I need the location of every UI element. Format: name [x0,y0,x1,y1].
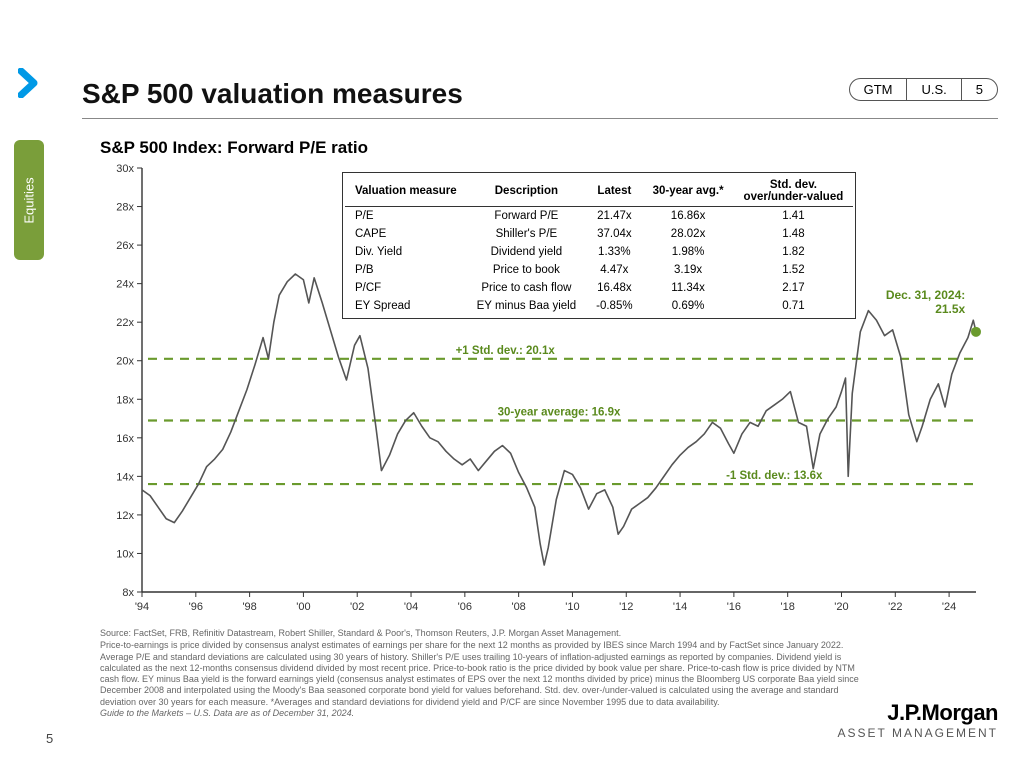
svg-text:26x: 26x [116,240,134,252]
svg-text:'08: '08 [511,601,525,613]
svg-text:+1 Std. dev.: 20.1x: +1 Std. dev.: 20.1x [456,345,556,357]
chart-subtitle: S&P 500 Index: Forward P/E ratio [100,138,368,158]
svg-text:28x: 28x [116,202,134,214]
svg-text:20x: 20x [116,356,134,368]
valuation-table-cell: EY Spread [345,297,467,315]
badge-region: U.S. [907,79,961,100]
footnote-guide: Guide to the Markets – U.S. Data are as … [100,708,860,719]
valuation-table-header: Std. dev.over/under-valued [734,176,854,207]
valuation-table-cell: Price to cash flow [467,279,587,297]
valuation-table-row: P/CFPrice to cash flow16.48x11.34x2.17 [345,279,853,297]
footnote-source: Source: FactSet, FRB, Refinitiv Datastre… [100,628,860,639]
svg-text:'10: '10 [565,601,579,613]
valuation-table-header: Description [467,176,587,207]
valuation-table-row: EY SpreadEY minus Baa yield-0.85%0.69%0.… [345,297,853,315]
valuation-table-header: Valuation measure [345,176,467,207]
svg-text:18x: 18x [116,394,134,406]
valuation-table-cell: 3.19x [643,261,734,279]
valuation-table-row: P/BPrice to book4.47x3.19x1.52 [345,261,853,279]
valuation-table-header: 30-year avg.* [643,176,734,207]
svg-text:10x: 10x [116,548,134,560]
valuation-table-row: P/EForward P/E21.47x16.86x1.41 [345,207,853,226]
header-badges: GTM U.S. 5 [849,78,998,101]
valuation-table-cell: 16.86x [643,207,734,226]
valuation-table-cell: Dividend yield [467,243,587,261]
page-title: S&P 500 valuation measures [82,78,463,110]
valuation-table-cell: 1.48 [734,225,854,243]
valuation-table-cell: 2.17 [734,279,854,297]
valuation-table-cell: 1.82 [734,243,854,261]
valuation-table-cell: 0.71 [734,297,854,315]
valuation-table-cell: Shiller's P/E [467,225,587,243]
svg-text:21.5x: 21.5x [935,302,965,316]
valuation-table-cell: CAPE [345,225,467,243]
valuation-table-row: CAPEShiller's P/E37.04x28.02x1.48 [345,225,853,243]
svg-text:'96: '96 [189,601,203,613]
valuation-table-cell: 1.52 [734,261,854,279]
brand-top: J.P.Morgan [838,700,998,726]
svg-text:'24: '24 [942,601,956,613]
svg-text:'94: '94 [135,601,149,613]
svg-text:'04: '04 [404,601,418,613]
svg-text:14x: 14x [116,471,134,483]
valuation-table-cell: 21.47x [586,207,642,226]
section-tab-label: Equities [22,177,37,223]
page-number: 5 [46,731,53,746]
valuation-table-cell: Div. Yield [345,243,467,261]
footnote-block: Source: FactSet, FRB, Refinitiv Datastre… [100,628,860,719]
valuation-table-cell: -0.85% [586,297,642,315]
valuation-table-cell: 1.33% [586,243,642,261]
valuation-table: Valuation measureDescriptionLatest30-yea… [342,172,856,319]
svg-text:'06: '06 [458,601,472,613]
badge-page: 5 [962,79,997,100]
svg-text:24x: 24x [116,279,134,291]
svg-text:'12: '12 [619,601,633,613]
svg-text:30-year average: 16.9x: 30-year average: 16.9x [498,406,621,418]
valuation-table-cell: 0.69% [643,297,734,315]
brand-logo: J.P.Morgan ASSET MANAGEMENT [838,700,998,740]
svg-text:30x: 30x [116,163,134,175]
valuation-table-cell: P/E [345,207,467,226]
svg-text:'20: '20 [834,601,848,613]
svg-text:12x: 12x [116,510,134,522]
svg-text:-1 Std. dev.: 13.6x: -1 Std. dev.: 13.6x [726,470,823,482]
nav-arrow-icon[interactable] [18,68,42,103]
valuation-table-cell: P/B [345,261,467,279]
svg-text:8x: 8x [122,587,134,599]
svg-text:Dec. 31, 2024:: Dec. 31, 2024: [886,288,965,302]
svg-text:'02: '02 [350,601,364,613]
badge-gtm: GTM [850,79,908,100]
brand-bottom: ASSET MANAGEMENT [838,726,998,740]
valuation-table-cell: 37.04x [586,225,642,243]
valuation-table-cell: 1.41 [734,207,854,226]
svg-text:'22: '22 [888,601,902,613]
valuation-table-cell: Price to book [467,261,587,279]
svg-text:16x: 16x [116,433,134,445]
valuation-table-cell: EY minus Baa yield [467,297,587,315]
section-tab-equities[interactable]: Equities [14,140,44,260]
title-divider [82,118,998,119]
valuation-table-cell: Forward P/E [467,207,587,226]
valuation-table-cell: 4.47x [586,261,642,279]
valuation-table-cell: 1.98% [643,243,734,261]
valuation-table-cell: 16.48x [586,279,642,297]
svg-text:22x: 22x [116,317,134,329]
valuation-table-cell: 11.34x [643,279,734,297]
svg-text:'18: '18 [781,601,795,613]
valuation-table-cell: P/CF [345,279,467,297]
footnote-body: Price-to-earnings is price divided by co… [100,640,860,708]
svg-text:'16: '16 [727,601,741,613]
valuation-table-header: Latest [586,176,642,207]
svg-text:'00: '00 [296,601,310,613]
svg-text:'14: '14 [673,601,687,613]
valuation-table-row: Div. YieldDividend yield1.33%1.98%1.82 [345,243,853,261]
svg-text:'98: '98 [242,601,256,613]
valuation-table-cell: 28.02x [643,225,734,243]
